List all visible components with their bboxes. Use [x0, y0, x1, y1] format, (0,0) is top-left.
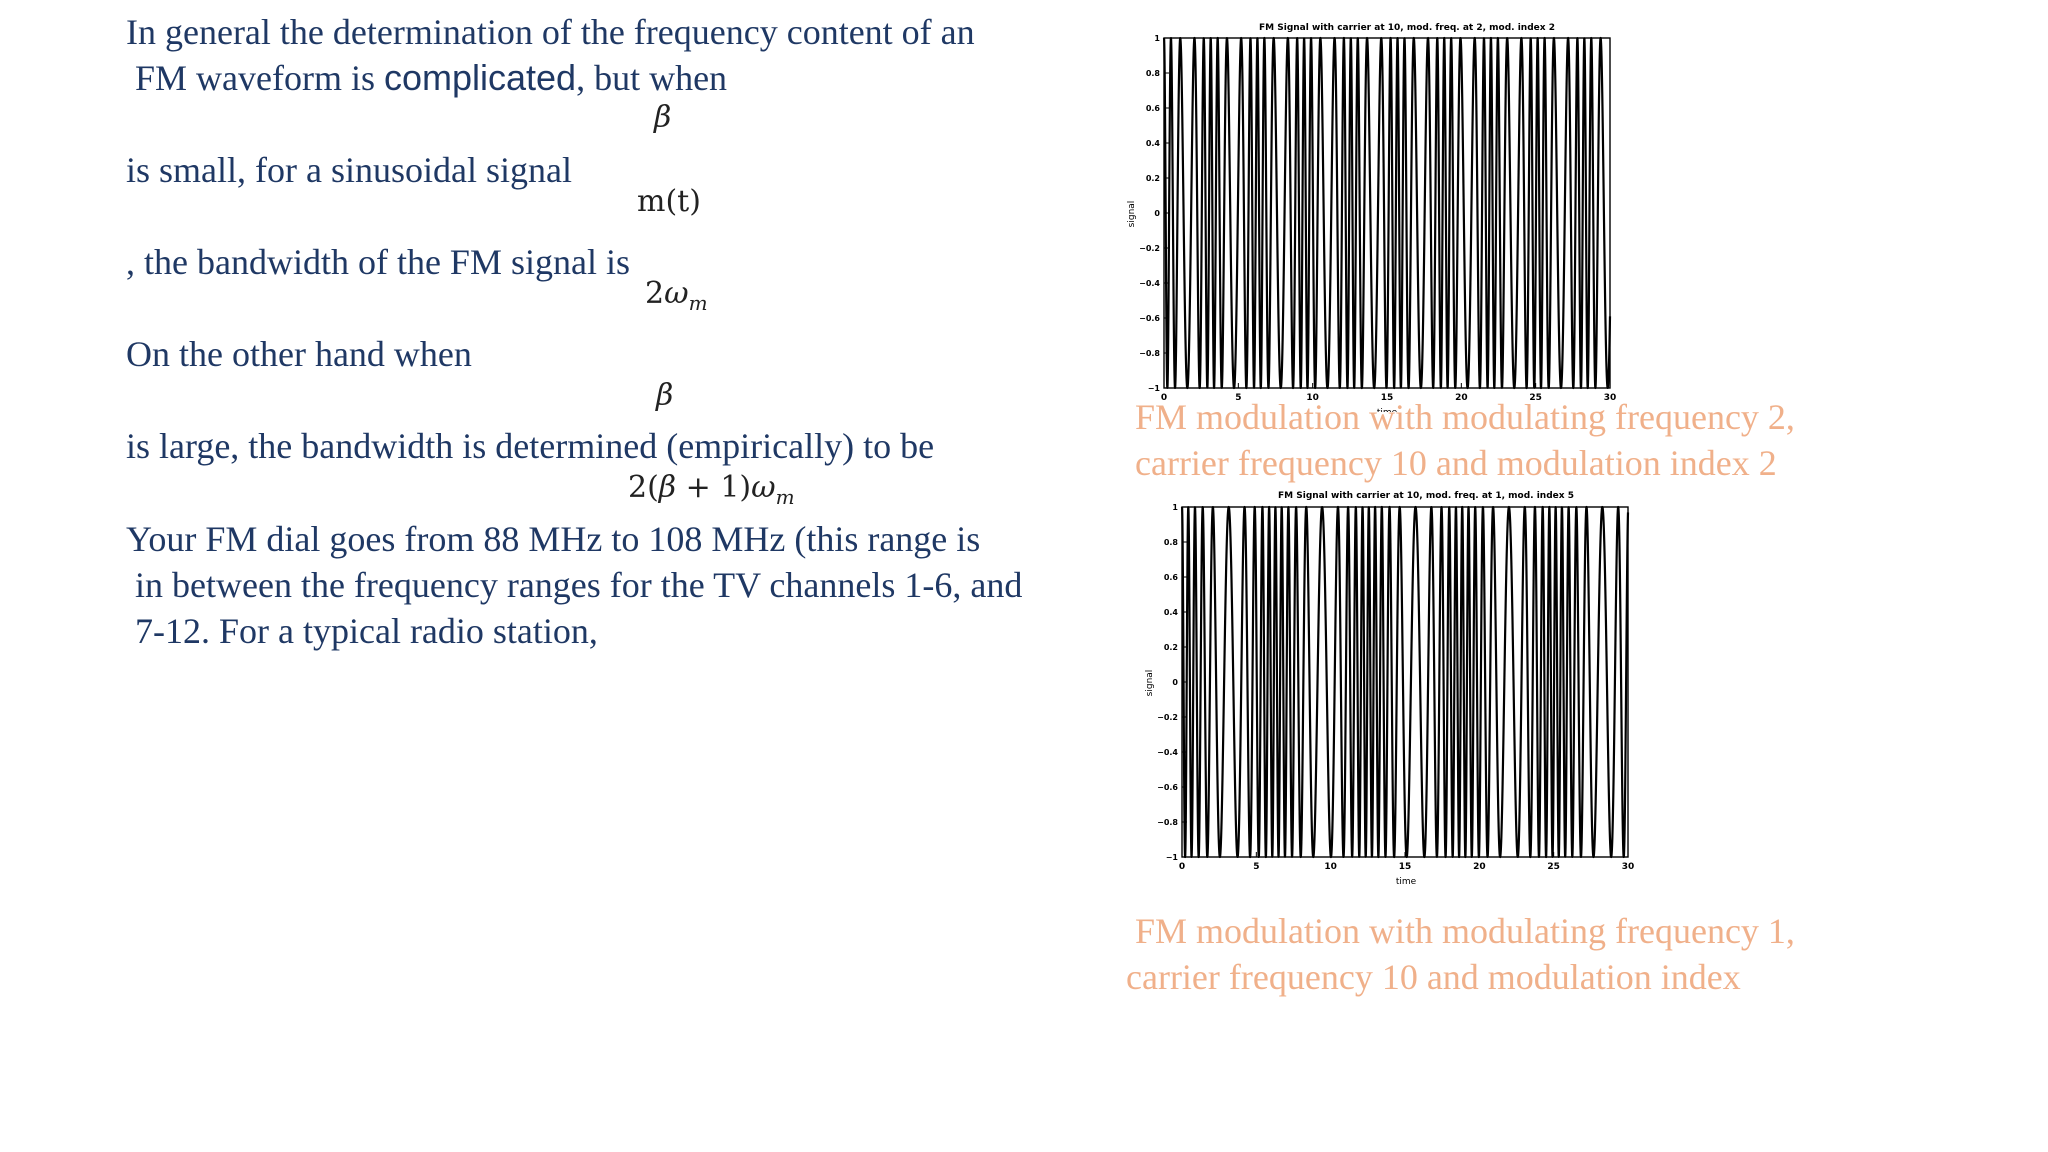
- chart-1-ylabel: signal: [1127, 201, 1137, 228]
- chart-2-xtick-label: 30: [1622, 862, 1635, 872]
- chart-1-xtick-label: 10: [1306, 393, 1319, 403]
- chart-2-xtick-label: 5: [1253, 862, 1259, 872]
- chart-2-xtick-label: 0: [1179, 862, 1185, 872]
- chart-1-caption-line-2: carrier frequency 10 and modulation inde…: [1135, 443, 1777, 483]
- chart-1-ytick-label: −0.6: [1139, 314, 1160, 323]
- chart-2-xtick-label: 10: [1324, 862, 1337, 872]
- chart-2-ytick-label: −1: [1166, 853, 1179, 862]
- text-but-when: , but when: [576, 58, 728, 98]
- chart-1-ytick-label: 0.2: [1146, 174, 1160, 183]
- math-bandwidth-large: 2(β + 1)ωm: [628, 470, 795, 509]
- chart-1-ytick-label: 0.8: [1146, 69, 1161, 78]
- chart-1-ytick-label: 0: [1154, 209, 1160, 218]
- chart-2-ytick-label: −0.8: [1157, 818, 1178, 827]
- math-beta-2: β: [656, 378, 674, 413]
- fm-chart-2: FM Signal with carrier at 10, mod. freq.…: [1145, 491, 1635, 887]
- text-line-8: in between the frequency ranges for the …: [126, 565, 1023, 605]
- chart-1-ytick-label: −0.8: [1139, 349, 1160, 358]
- chart-1-xtick-label: 15: [1381, 393, 1394, 403]
- chart-1-xlabel: time: [1377, 408, 1398, 412]
- text-line-6: is large, the bandwidth is determined (e…: [126, 426, 935, 466]
- chart-1-xtick-label: 5: [1235, 393, 1241, 403]
- chart-2-ytick-label: 0.4: [1164, 608, 1179, 617]
- math-beta-1: β: [654, 100, 672, 135]
- text-complicated: complicated: [383, 57, 577, 98]
- chart-2-xtick-label: 20: [1473, 862, 1486, 872]
- chart-2-xlabel: time: [1396, 877, 1417, 887]
- text-line-4: , the bandwidth of the FM signal is: [126, 242, 630, 282]
- chart-1-ytick-label: −1: [1148, 384, 1161, 393]
- chart-1-xtick-label: 30: [1604, 393, 1617, 403]
- chart-1-ytick-label: −0.4: [1139, 279, 1160, 288]
- text-line-1: In general the determination of the freq…: [126, 12, 975, 52]
- math-m-of-t: m(t): [637, 184, 701, 219]
- text-line-7: Your FM dial goes from 88 MHz to 108 MHz…: [126, 519, 981, 559]
- chart-1-ytick-label: 1: [1154, 34, 1160, 43]
- chart-2-title: FM Signal with carrier at 10, mod. freq.…: [1278, 491, 1574, 501]
- text-line-2: FM waveform is complicated, but when: [126, 55, 727, 101]
- chart-2-signal-line: [1180, 505, 1630, 859]
- chart-2-ytick-label: −0.4: [1157, 748, 1178, 757]
- chart-2-ytick-label: 0.2: [1164, 643, 1178, 652]
- chart-2-ytick-label: 0: [1172, 678, 1178, 687]
- chart-2-ytick-label: −0.2: [1157, 713, 1178, 722]
- fm-chart-1: FM Signal with carrier at 10, mod. freq.…: [1127, 23, 1617, 412]
- chart-2-ylabel: signal: [1145, 670, 1155, 697]
- chart-2-caption-line-1: FM modulation with modulating frequency …: [1126, 911, 1795, 951]
- chart-1-xtick-label: 0: [1161, 393, 1167, 403]
- chart-1-xtick-label: 20: [1455, 393, 1468, 403]
- chart-1-ytick-label: 0.4: [1146, 139, 1161, 148]
- chart-2-xtick-label: 15: [1399, 862, 1412, 872]
- chart-1-xtick-label: 25: [1529, 393, 1542, 403]
- text-fm-waveform: FM waveform is: [126, 58, 384, 98]
- chart-1-signal-line: [1162, 36, 1612, 390]
- text-line-5: On the other hand when: [126, 334, 472, 374]
- text-line-3: is small, for a sinusoidal signal: [126, 150, 572, 190]
- text-line-9: 7-12. For a typical radio station,: [126, 611, 598, 651]
- chart-2-caption-line-2: carrier frequency 10 and modulation inde…: [1126, 957, 1741, 997]
- chart-1-ytick-label: −0.2: [1139, 244, 1160, 253]
- chart-2-ytick-label: 0.6: [1164, 573, 1179, 582]
- chart-2-ytick-label: 1: [1172, 503, 1178, 512]
- chart-1-ytick-label: 0.6: [1146, 104, 1161, 113]
- chart-2-ytick-label: 0.8: [1164, 538, 1179, 547]
- math-2-omega-m: 2ωm: [645, 276, 708, 315]
- chart-1-title: FM Signal with carrier at 10, mod. freq.…: [1259, 23, 1555, 33]
- chart-2-xtick-label: 25: [1547, 862, 1560, 872]
- chart-1-caption-line-1: FM modulation with modulating frequency …: [1135, 397, 1795, 437]
- chart-2-ytick-label: −0.6: [1157, 783, 1178, 792]
